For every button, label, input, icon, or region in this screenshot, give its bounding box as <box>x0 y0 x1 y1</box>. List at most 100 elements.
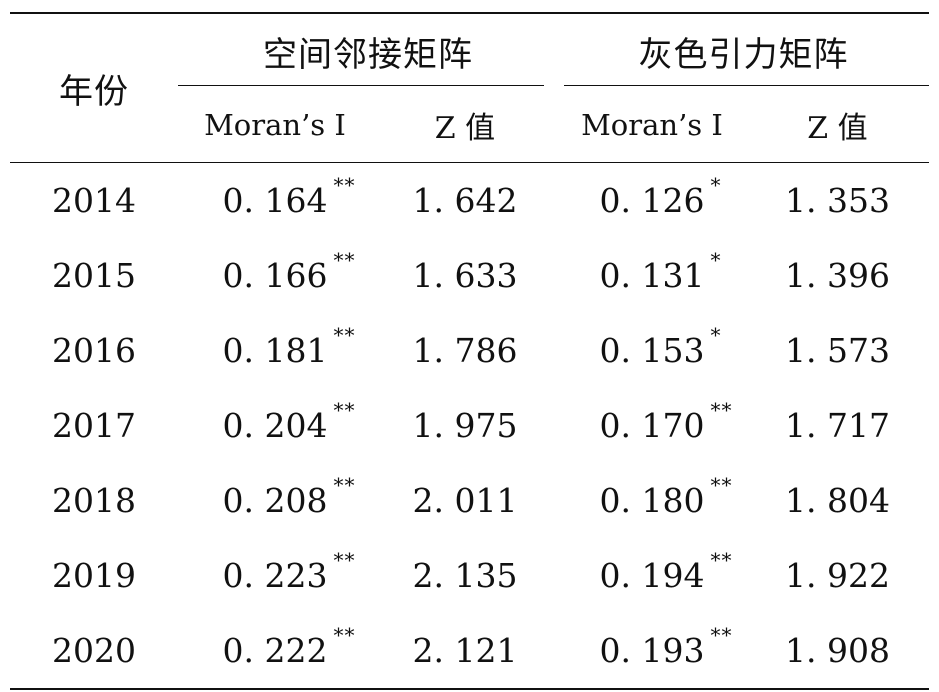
moran-spatial-significance: ** <box>333 548 356 572</box>
moran-grey-cell: 0. 193 ** <box>558 613 746 689</box>
moran-grey-value-wrap: 0. 194 ** <box>599 548 732 595</box>
z-grey-cell: 1. 353 <box>746 163 929 239</box>
z-spatial-cell: 1. 633 <box>372 238 558 313</box>
moran-spatial-cell: 0. 164 ** <box>178 163 372 239</box>
moran-grey-significance: * <box>710 173 722 197</box>
moran-grey-value-wrap: 0. 126 * <box>600 173 721 220</box>
moran-spatial-value-wrap: 0. 204 ** <box>222 398 355 445</box>
moran-grey-cell: 0. 131 * <box>558 238 746 313</box>
moran-spatial-value: 0. 181 <box>222 331 328 370</box>
subheader-moran-spatial: Moran’s I <box>204 108 346 142</box>
table-row: 2016 0. 181 ** 1. 786 0. 153 * 1. 573 <box>10 313 929 388</box>
moran-spatial-significance: ** <box>333 623 356 647</box>
moran-spatial-cell: 0. 166 ** <box>178 238 372 313</box>
year-value: 2016 <box>52 331 136 370</box>
moran-grey-significance: * <box>710 248 722 272</box>
year-value: 2018 <box>52 481 136 520</box>
table-header-group-row: 年份 空间邻接矩阵 灰色引力矩阵 <box>10 13 929 163</box>
moran-spatial-value: 0. 166 <box>222 256 328 295</box>
moran-grey-cell: 0. 126 * <box>558 163 746 239</box>
group-header-spatial-adjacency-label: 空间邻接矩阵 <box>263 34 473 75</box>
moran-grey-cell: 0. 170 ** <box>558 388 746 463</box>
year-value: 2019 <box>52 556 136 595</box>
subheader-z-spatial: Z 值 <box>434 111 496 146</box>
moran-spatial-value: 0. 208 <box>222 481 328 520</box>
z-spatial-value: 2. 121 <box>412 631 518 670</box>
moran-spatial-value-wrap: 0. 166 ** <box>222 248 355 295</box>
table-row: 2015 0. 166 ** 1. 633 0. 131 * 1. 396 <box>10 238 929 313</box>
year-cell: 2020 <box>10 613 178 689</box>
year-value: 2015 <box>52 256 136 295</box>
moran-grey-value: 0. 180 <box>599 481 705 520</box>
z-spatial-cell: 1. 975 <box>372 388 558 463</box>
z-grey-value: 1. 717 <box>785 406 890 445</box>
moran-grey-significance: * <box>710 323 722 347</box>
year-cell: 2014 <box>10 163 178 239</box>
table-body: 2014 0. 164 ** 1. 642 0. 126 * 1. 353 2015 0. 16… <box>10 163 929 689</box>
moran-spatial-value-wrap: 0. 181 ** <box>222 323 355 370</box>
moran-spatial-value: 0. 223 <box>222 556 328 595</box>
z-spatial-cell: 2. 135 <box>372 538 558 613</box>
moran-spatial-significance: ** <box>333 473 356 497</box>
moran-grey-value-wrap: 0. 170 ** <box>599 398 732 445</box>
moran-grey-cell: 0. 194 ** <box>558 538 746 613</box>
year-cell: 2019 <box>10 538 178 613</box>
moran-spatial-value: 0. 204 <box>222 406 328 445</box>
moran-grey-value-wrap: 0. 131 * <box>599 248 721 295</box>
z-grey-cell: 1. 717 <box>746 388 929 463</box>
moran-spatial-value-wrap: 0. 164 ** <box>222 173 355 220</box>
group-header-grey-gravity: 灰色引力矩阵 <box>558 13 929 88</box>
moran-spatial-significance: ** <box>333 173 356 197</box>
subheader-moran-grey: Moran’s I <box>581 108 723 142</box>
moran-spatial-significance: ** <box>333 323 356 347</box>
z-grey-cell: 1. 922 <box>746 538 929 613</box>
table-row: 2018 0. 208 ** 2. 011 0. 180 ** 1. 804 <box>10 463 929 538</box>
moran-spatial-value: 0. 164 <box>222 181 328 220</box>
moran-grey-value: 0. 170 <box>599 406 705 445</box>
moran-spatial-cell: 0. 204 ** <box>178 388 372 463</box>
z-grey-value: 1. 396 <box>785 256 890 295</box>
table-row: 2019 0. 223 ** 2. 135 0. 194 ** 1. 922 <box>10 538 929 613</box>
z-grey-cell: 1. 804 <box>746 463 929 538</box>
z-spatial-value: 1. 642 <box>412 181 518 220</box>
z-spatial-value: 1. 786 <box>412 331 518 370</box>
moran-spatial-value-wrap: 0. 223 ** <box>222 548 355 595</box>
moran-table-container: 年份 空间邻接矩阵 灰色引力矩阵 Moran’s I Z 值 Moran’s I… <box>10 12 929 689</box>
z-spatial-cell: 2. 011 <box>372 463 558 538</box>
year-value: 2014 <box>52 181 136 220</box>
z-grey-value: 1. 804 <box>785 481 890 520</box>
moran-spatial-cell: 0. 223 ** <box>178 538 372 613</box>
moran-grey-value: 0. 131 <box>599 256 705 295</box>
z-spatial-value: 1. 633 <box>412 256 518 295</box>
table-row: 2014 0. 164 ** 1. 642 0. 126 * 1. 353 <box>10 163 929 239</box>
moran-grey-value-wrap: 0. 193 ** <box>599 623 732 670</box>
moran-spatial-significance: ** <box>333 248 356 272</box>
moran-grey-significance: ** <box>710 473 733 497</box>
year-column-header: 年份 <box>10 13 178 163</box>
moran-spatial-cell: 0. 208 ** <box>178 463 372 538</box>
z-grey-value: 1. 922 <box>785 556 890 595</box>
moran-spatial-significance: ** <box>333 398 356 422</box>
table-row: 2020 0. 222 ** 2. 121 0. 193 ** 1. 908 <box>10 613 929 689</box>
moran-spatial-cell: 0. 222 ** <box>178 613 372 689</box>
moran-grey-value-wrap: 0. 180 ** <box>599 473 732 520</box>
moran-grey-significance: ** <box>710 398 733 422</box>
z-spatial-cell: 1. 786 <box>372 313 558 388</box>
year-value: 2020 <box>52 631 136 670</box>
z-grey-value: 1. 573 <box>785 331 890 370</box>
z-grey-cell: 1. 396 <box>746 238 929 313</box>
moran-grey-significance: ** <box>710 623 733 647</box>
moran-grey-cell: 0. 153 * <box>558 313 746 388</box>
moran-grey-value: 0. 194 <box>599 556 705 595</box>
year-cell: 2018 <box>10 463 178 538</box>
year-cell: 2017 <box>10 388 178 463</box>
z-spatial-value: 2. 135 <box>412 556 518 595</box>
subheader-z-grey: Z 值 <box>807 111 868 146</box>
z-grey-value: 1. 353 <box>785 181 890 220</box>
z-spatial-cell: 2. 121 <box>372 613 558 689</box>
z-spatial-cell: 1. 642 <box>372 163 558 239</box>
moran-grey-value: 0. 193 <box>599 631 705 670</box>
moran-spatial-value: 0. 222 <box>222 631 328 670</box>
table-row: 2017 0. 204 ** 1. 975 0. 170 ** 1. 717 <box>10 388 929 463</box>
z-grey-cell: 1. 908 <box>746 613 929 689</box>
